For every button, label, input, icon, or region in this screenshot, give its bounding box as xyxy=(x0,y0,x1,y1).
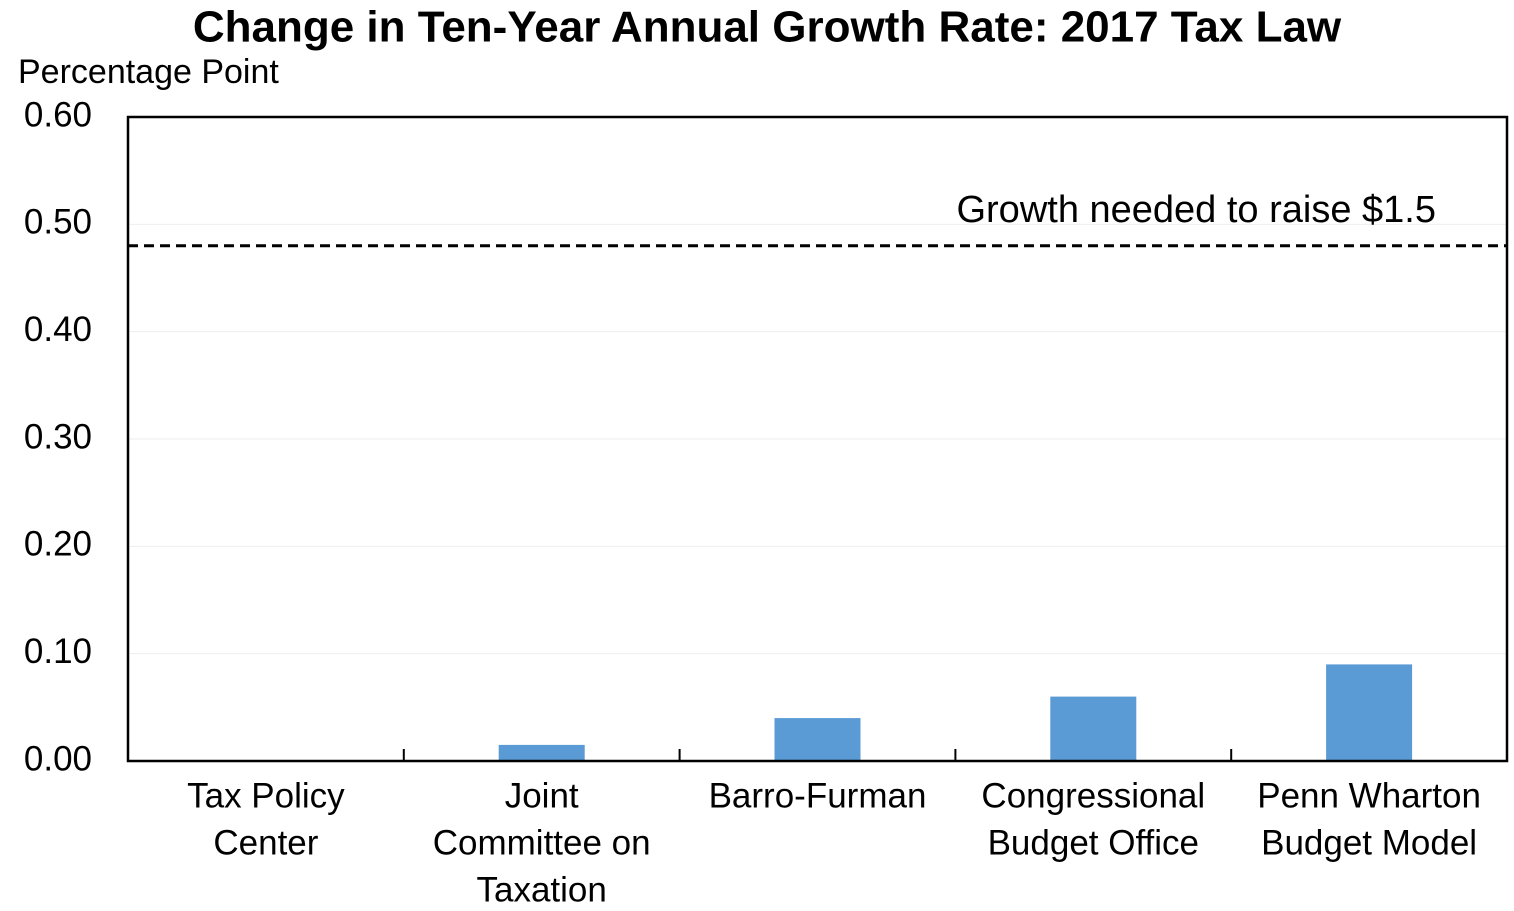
x-tick-label: Congressional xyxy=(981,776,1205,815)
bar xyxy=(774,718,861,761)
y-tick-label: 0.20 xyxy=(24,525,92,564)
x-tick-label: Budget Model xyxy=(1261,823,1477,862)
x-tick-label: Tax Policy xyxy=(187,776,345,815)
bar xyxy=(498,744,585,761)
y-tick-label: 0.30 xyxy=(24,417,92,456)
reference-label: Growth needed to raise $1.5 xyxy=(956,189,1436,231)
bar xyxy=(1050,696,1137,761)
x-tick-label: Taxation xyxy=(477,870,607,909)
y-tick-label: 0.10 xyxy=(24,632,92,671)
x-tick-label: Center xyxy=(213,823,318,862)
x-tick-label: Budget Office xyxy=(988,823,1199,862)
y-tick-label: 0.40 xyxy=(24,310,92,349)
y-tick-label: 0.00 xyxy=(24,739,92,778)
y-axis-label: Percentage Point xyxy=(18,53,279,91)
plot-frame xyxy=(126,115,1509,763)
bar xyxy=(1326,664,1413,761)
x-tick-label: Committee on xyxy=(433,823,651,862)
y-tick-label: 0.60 xyxy=(24,95,92,134)
x-tick-label: Joint xyxy=(505,776,579,815)
x-tick-label: Penn Wharton xyxy=(1257,776,1481,815)
chart-title: Change in Ten-Year Annual Growth Rate: 2… xyxy=(193,3,1342,52)
y-tick-label: 0.50 xyxy=(24,203,92,242)
x-tick-label: Barro-Furman xyxy=(709,776,927,815)
